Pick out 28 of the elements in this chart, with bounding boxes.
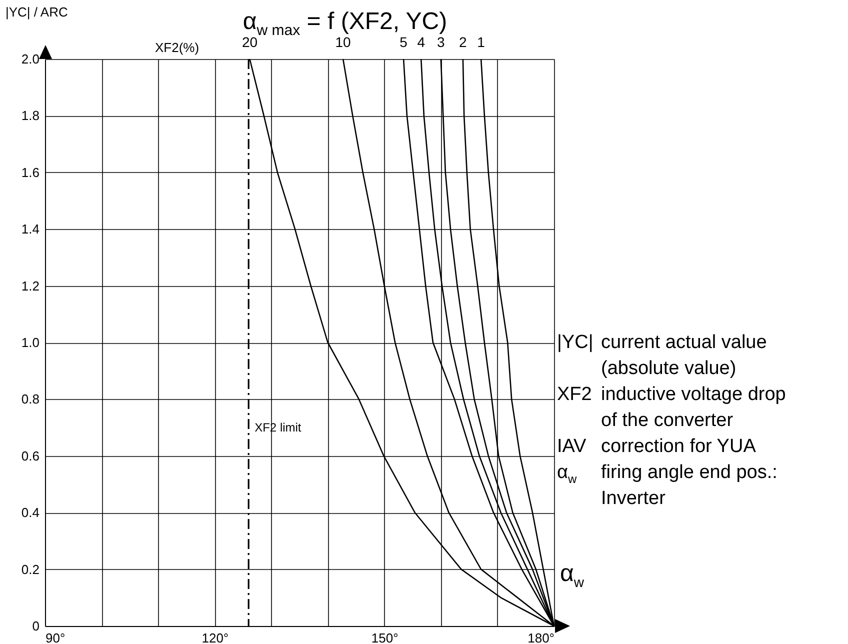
text: α$_{w}$ firing angle end pos.: Inverter — [557, 462, 778, 509]
series-label: 5 — [400, 34, 408, 50]
x-tick-label: 180° — [528, 630, 554, 644]
y-tick-label: 1.8 — [21, 108, 40, 124]
series-label: 4 — [417, 34, 426, 50]
y-tick-label: 0 — [32, 618, 40, 634]
x-tick-label: 90° — [46, 630, 66, 644]
series-label: 3 — [436, 34, 445, 50]
y-tick-label: 0.4 — [21, 505, 40, 520]
text: |YC| current actual value (absolute value) — [557, 331, 768, 381]
y-tick-label: 1.0 — [21, 335, 40, 350]
y-axis-title: |YC| / ARC — [6, 4, 68, 20]
series-label: 2 — [459, 34, 468, 50]
y-tick-label: 2.0 — [21, 52, 40, 66]
y-tick-label: 0.8 — [21, 392, 40, 407]
x-axis-title: α$_{w}$ — [560, 560, 584, 590]
series-label: 1 — [477, 34, 486, 50]
x-tick-label: 150° — [371, 630, 398, 644]
text: XF2(%) — [155, 40, 200, 55]
y-tick-label: 0.2 — [21, 562, 40, 577]
text: IAV correction for YUA — [557, 435, 757, 459]
y-tick-label: 1.4 — [21, 222, 40, 237]
y-tick-label: 1.2 — [21, 278, 40, 294]
x-tick-label: 120° — [202, 630, 229, 644]
y-tick-label: 1.6 — [21, 164, 40, 180]
y-tick-label: 0.6 — [21, 448, 40, 464]
series-label: 10 — [335, 34, 352, 50]
series-label: 20 — [242, 34, 258, 50]
